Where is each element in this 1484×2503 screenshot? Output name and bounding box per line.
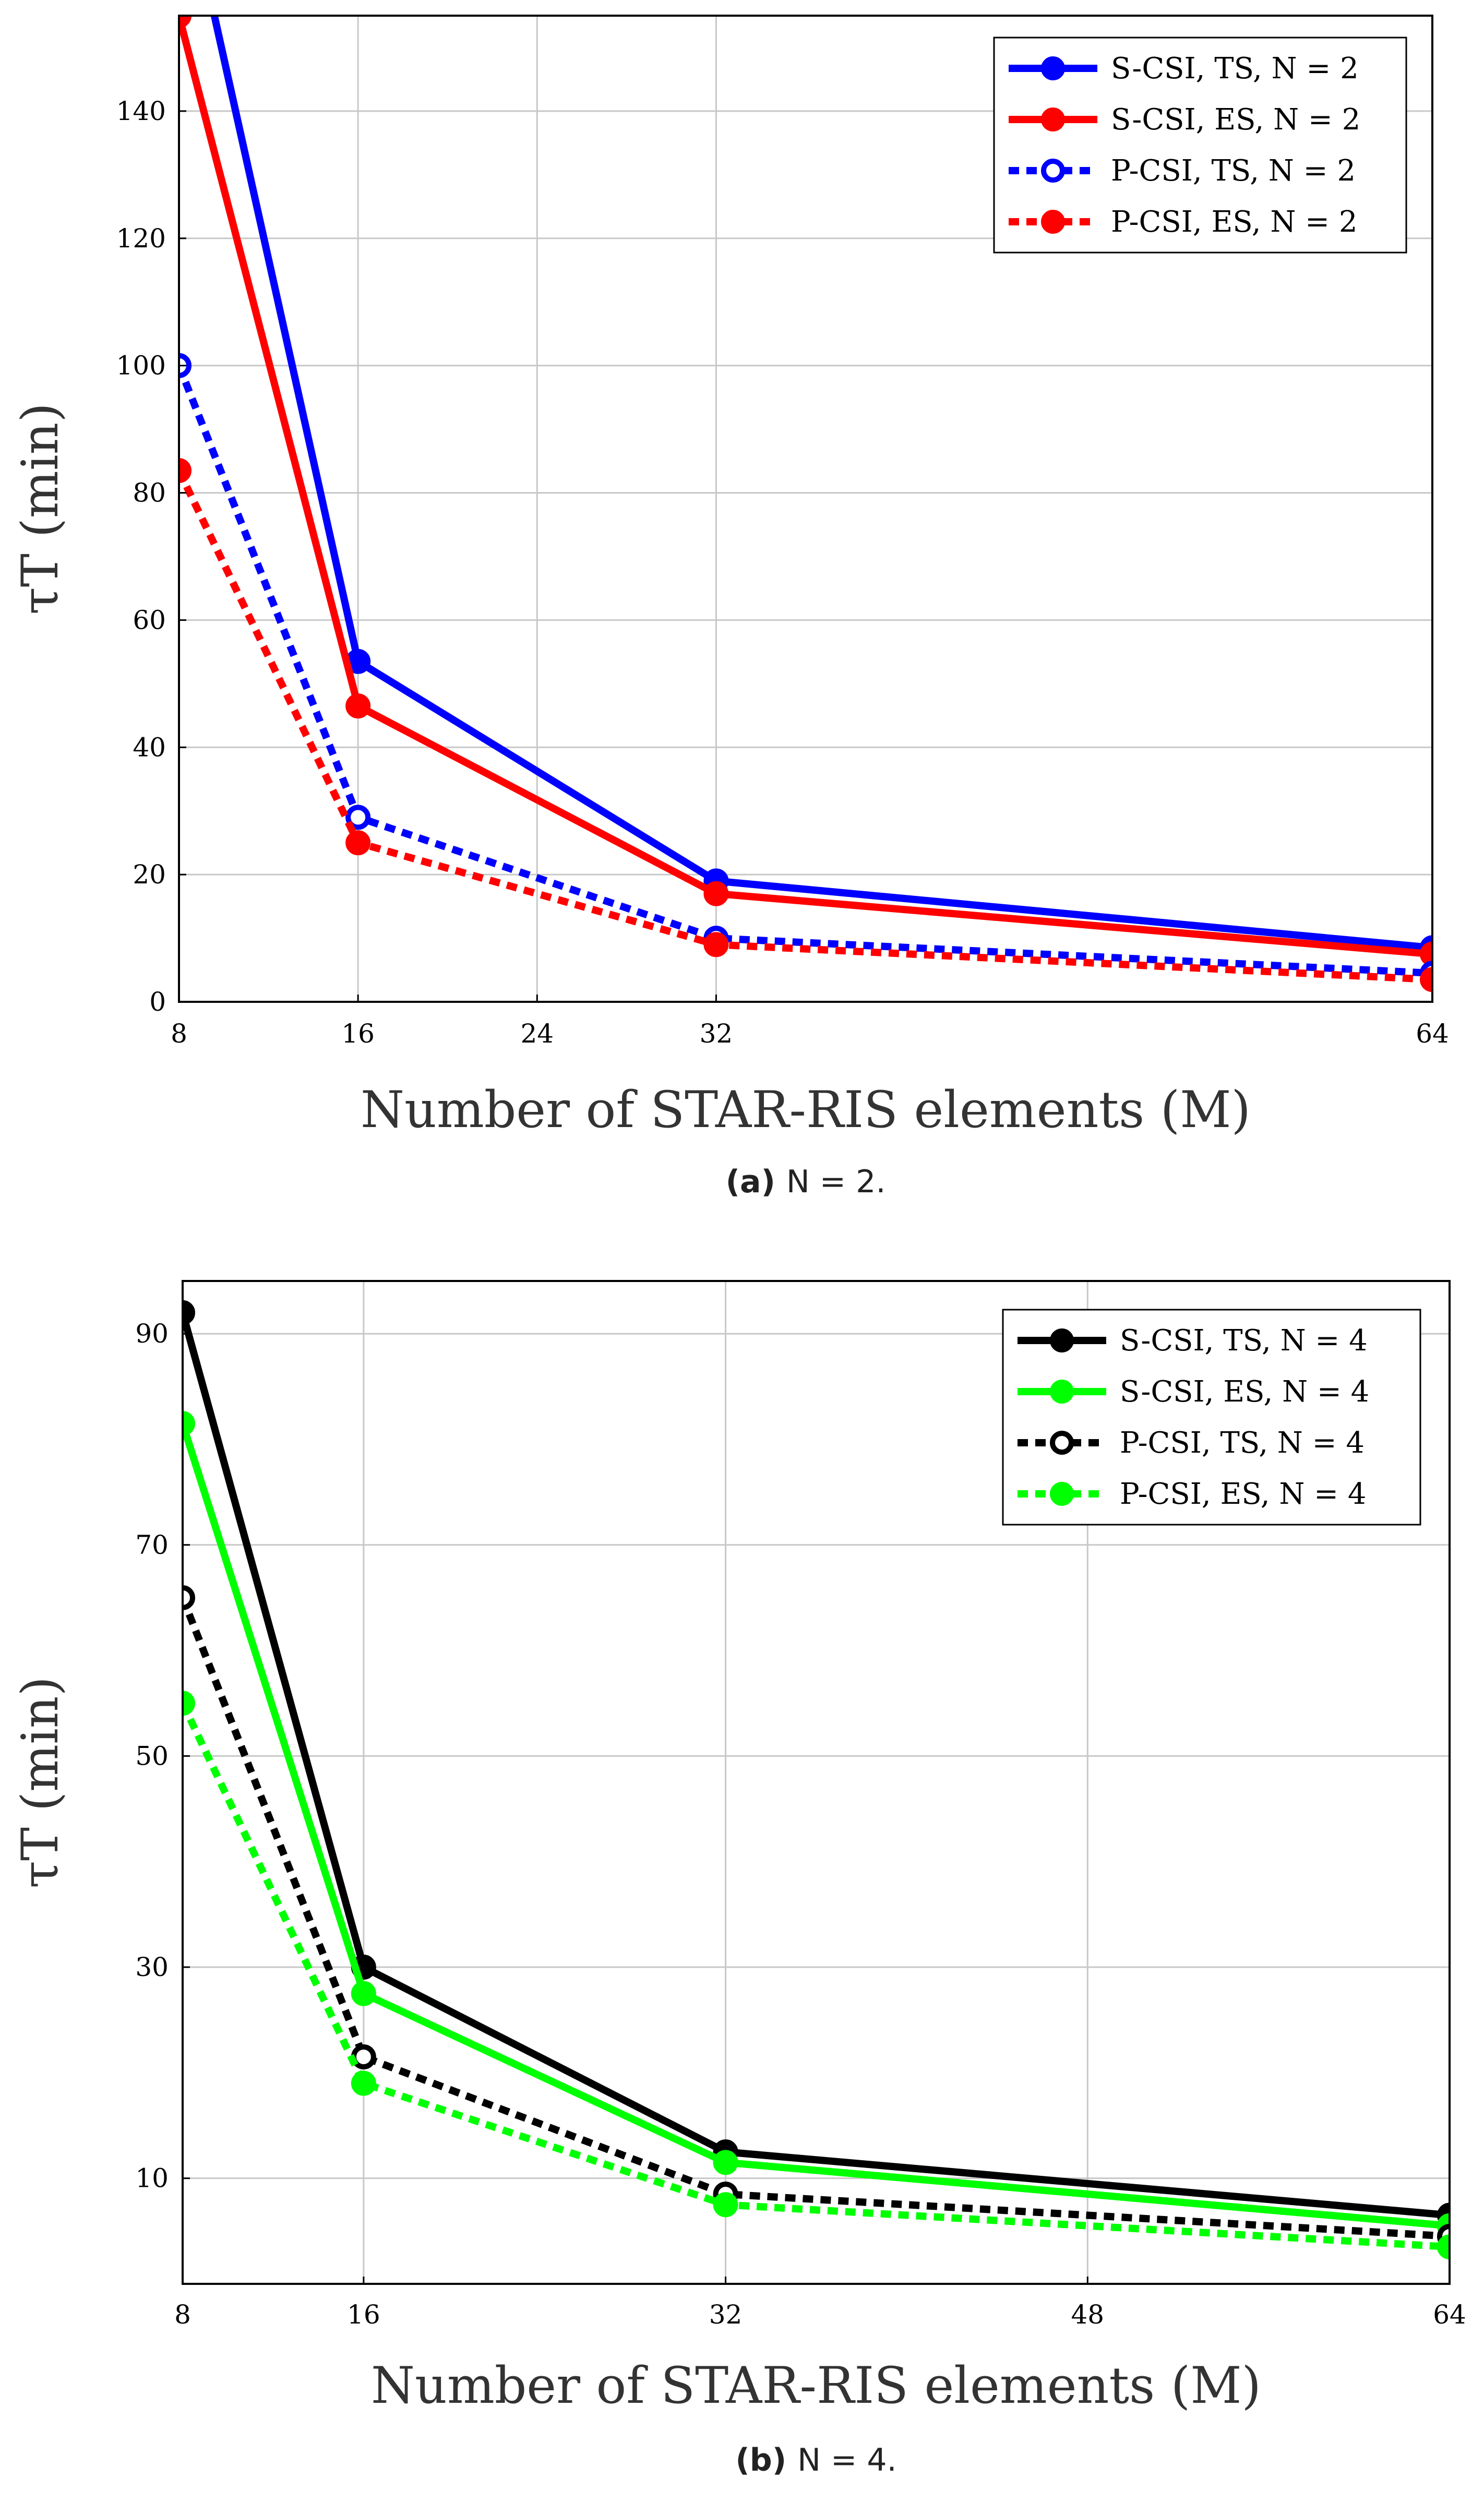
legend-marker-2 — [1041, 159, 1065, 183]
legend-label-3: P-CSI, ES, N = 4 — [1120, 1477, 1366, 1511]
y-tick-label: 10 — [135, 2163, 169, 2194]
series-line-2 — [179, 364, 1432, 977]
data-point-3-3 — [1420, 967, 1432, 992]
series-group — [183, 1300, 1450, 2260]
x-tick-label: 16 — [347, 2300, 380, 2330]
caption-label: (b) — [735, 2442, 797, 2478]
y-tick-label: 20 — [133, 859, 166, 890]
data-point-3-0 — [183, 1691, 195, 1716]
legend-label-0: S-CSI, TS, N = 2 — [1111, 52, 1359, 86]
caption-label: (a) — [726, 1164, 786, 1200]
x-axis-label: Number of STAR-RIS elements (M) — [361, 1081, 1251, 1139]
y-tick-label: 0 — [149, 987, 166, 1017]
y-tick-label: 120 — [116, 223, 166, 254]
y-tick-label: 50 — [135, 1741, 169, 1771]
data-point-2-1 — [345, 805, 371, 830]
data-point-3-1 — [345, 830, 371, 856]
data-point-3-1 — [351, 2070, 376, 2096]
series-line-0 — [183, 1311, 1450, 2219]
y-axis-label: τT (min) — [11, 403, 69, 615]
legend-marker-2 — [1050, 1431, 1074, 1455]
x-tick-label: 24 — [520, 1019, 554, 1049]
y-tick-label: 30 — [135, 1952, 169, 1982]
plot-frame — [178, 15, 1433, 1003]
legend-marker-1 — [1050, 1380, 1074, 1404]
y-tick-label: 40 — [133, 732, 166, 762]
caption-text: N = 4. — [797, 2442, 897, 2478]
series-line-2 — [183, 1596, 1450, 2240]
data-point-3-2 — [703, 932, 729, 957]
legend-marker-3 — [1050, 1482, 1074, 1506]
y-tick-label: 80 — [133, 478, 166, 508]
legend-label-1: S-CSI, ES, N = 2 — [1111, 103, 1360, 137]
series-line-1 — [179, 16, 1432, 958]
plot-frame — [182, 1280, 1451, 2285]
data-point-1-0 — [179, 16, 192, 28]
y-tick-label: 140 — [116, 96, 166, 126]
data-point-1-2 — [703, 881, 729, 906]
legend-marker-3 — [1041, 210, 1065, 234]
series-line-3 — [179, 469, 1432, 984]
x-tick-label: 32 — [700, 1019, 733, 1049]
x-axis-label: Number of STAR-RIS elements (M) — [371, 2356, 1261, 2415]
legend-label-2: P-CSI, TS, N = 4 — [1120, 1426, 1365, 1460]
legend-marker-1 — [1041, 107, 1065, 131]
series-group — [179, 16, 1432, 992]
x-tick-label: 8 — [171, 1019, 187, 1049]
data-point-3-3 — [1437, 2234, 1450, 2260]
y-tick-label: 60 — [133, 605, 166, 635]
series-line-3 — [183, 1702, 1450, 2251]
y-axis-label: τT (min) — [11, 1676, 69, 1888]
x-tick-label: 16 — [341, 1019, 375, 1049]
data-point-3-0 — [179, 458, 192, 483]
x-tick-label: 32 — [709, 2300, 743, 2330]
data-point-1-1 — [345, 693, 371, 718]
legend-label-0: S-CSI, TS, N = 4 — [1120, 1324, 1368, 1358]
x-tick-label: 48 — [1071, 2300, 1104, 2330]
data-point-3-2 — [713, 2192, 738, 2218]
legend-marker-0 — [1041, 56, 1065, 80]
data-point-1-3 — [1420, 941, 1432, 967]
caption-text: N = 2. — [786, 1164, 886, 1200]
legend-label-1: S-CSI, ES, N = 4 — [1120, 1375, 1369, 1409]
data-point-2-0 — [183, 1585, 195, 1610]
data-point-1-0 — [183, 1411, 195, 1436]
chart-panel-b: 8 16 32 48 64 10 30 50 70 90 Number of STAR-RIS el… — [11, 1280, 1466, 2478]
legend-label-2: P-CSI, TS, N = 2 — [1111, 154, 1356, 188]
x-tick-label: 64 — [1433, 2300, 1466, 2330]
data-point-1-1 — [351, 1981, 376, 2006]
y-tick-label: 100 — [116, 351, 166, 381]
x-tick-label: 64 — [1416, 1019, 1449, 1049]
y-tick-label: 70 — [135, 1530, 169, 1560]
x-tick-label: 8 — [174, 2300, 191, 2330]
series-line-0 — [210, 16, 1432, 952]
data-point-1-2 — [713, 2150, 738, 2175]
legend-marker-0 — [1050, 1328, 1074, 1352]
figure-caption: (a) N = 2. — [726, 1164, 886, 1200]
figure-caption: (b) N = 4. — [735, 2442, 896, 2478]
chart-panel-a: 8 16 24 32 64 0 20 40 60 80 100 120 140 Number of STA… — [11, 15, 1449, 1200]
series-line-1 — [183, 1422, 1450, 2230]
y-tick-label: 90 — [135, 1319, 169, 1349]
data-point-0-0 — [183, 1300, 195, 1325]
legend-label-3: P-CSI, ES, N = 2 — [1111, 205, 1357, 239]
